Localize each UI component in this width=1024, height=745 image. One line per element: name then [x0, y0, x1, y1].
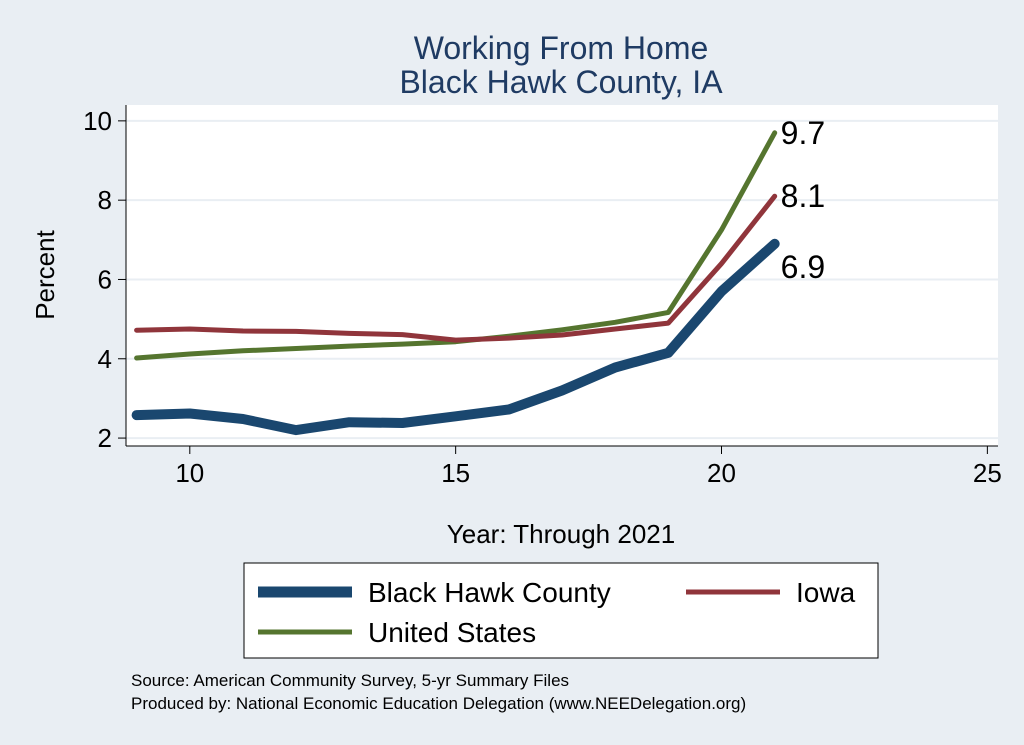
x-axis-ticks: 10 15 20 25	[175, 446, 1002, 488]
end-label-iowa: 8.1	[781, 178, 825, 214]
x-axis-title: Year: Through 2021	[447, 519, 675, 549]
x-tick-label: 10	[175, 458, 204, 488]
legend-label-united-states: United States	[368, 617, 536, 648]
y-tick-label: 6	[98, 264, 112, 294]
series-line-black-hawk-county	[131, 238, 780, 436]
source-note: Source: American Community Survey, 5-yr …	[131, 671, 569, 690]
chart-title: Working From Home	[414, 30, 709, 66]
end-label-united-states: 9.7	[781, 115, 825, 151]
legend-label-black-hawk: Black Hawk County	[368, 577, 611, 608]
gridlines	[126, 119, 998, 440]
legend-box	[243, 562, 879, 659]
y-tick-label: 8	[98, 185, 112, 215]
legend-label-iowa: Iowa	[796, 577, 856, 608]
x-tick-label: 25	[973, 458, 1002, 488]
chart-subtitle: Black Hawk County, IA	[399, 64, 723, 100]
producer-note: Produced by: National Economic Education…	[131, 694, 746, 713]
y-tick-label: 4	[98, 344, 112, 374]
legend: Black Hawk County Iowa United States	[243, 562, 879, 659]
series-lines	[131, 130, 780, 436]
y-tick-label: 2	[98, 423, 112, 453]
end-labels: 6.9 8.1 9.7	[781, 115, 825, 285]
x-tick-label: 20	[707, 458, 736, 488]
series-line-iowa	[134, 193, 778, 343]
y-tick-label: 10	[83, 106, 112, 136]
x-tick-label: 15	[441, 458, 470, 488]
y-axis-ticks: 2 4 6 8 10	[83, 106, 126, 453]
y-axis-title: Percent	[30, 229, 60, 319]
end-label-black-hawk-county: 6.9	[781, 249, 825, 285]
